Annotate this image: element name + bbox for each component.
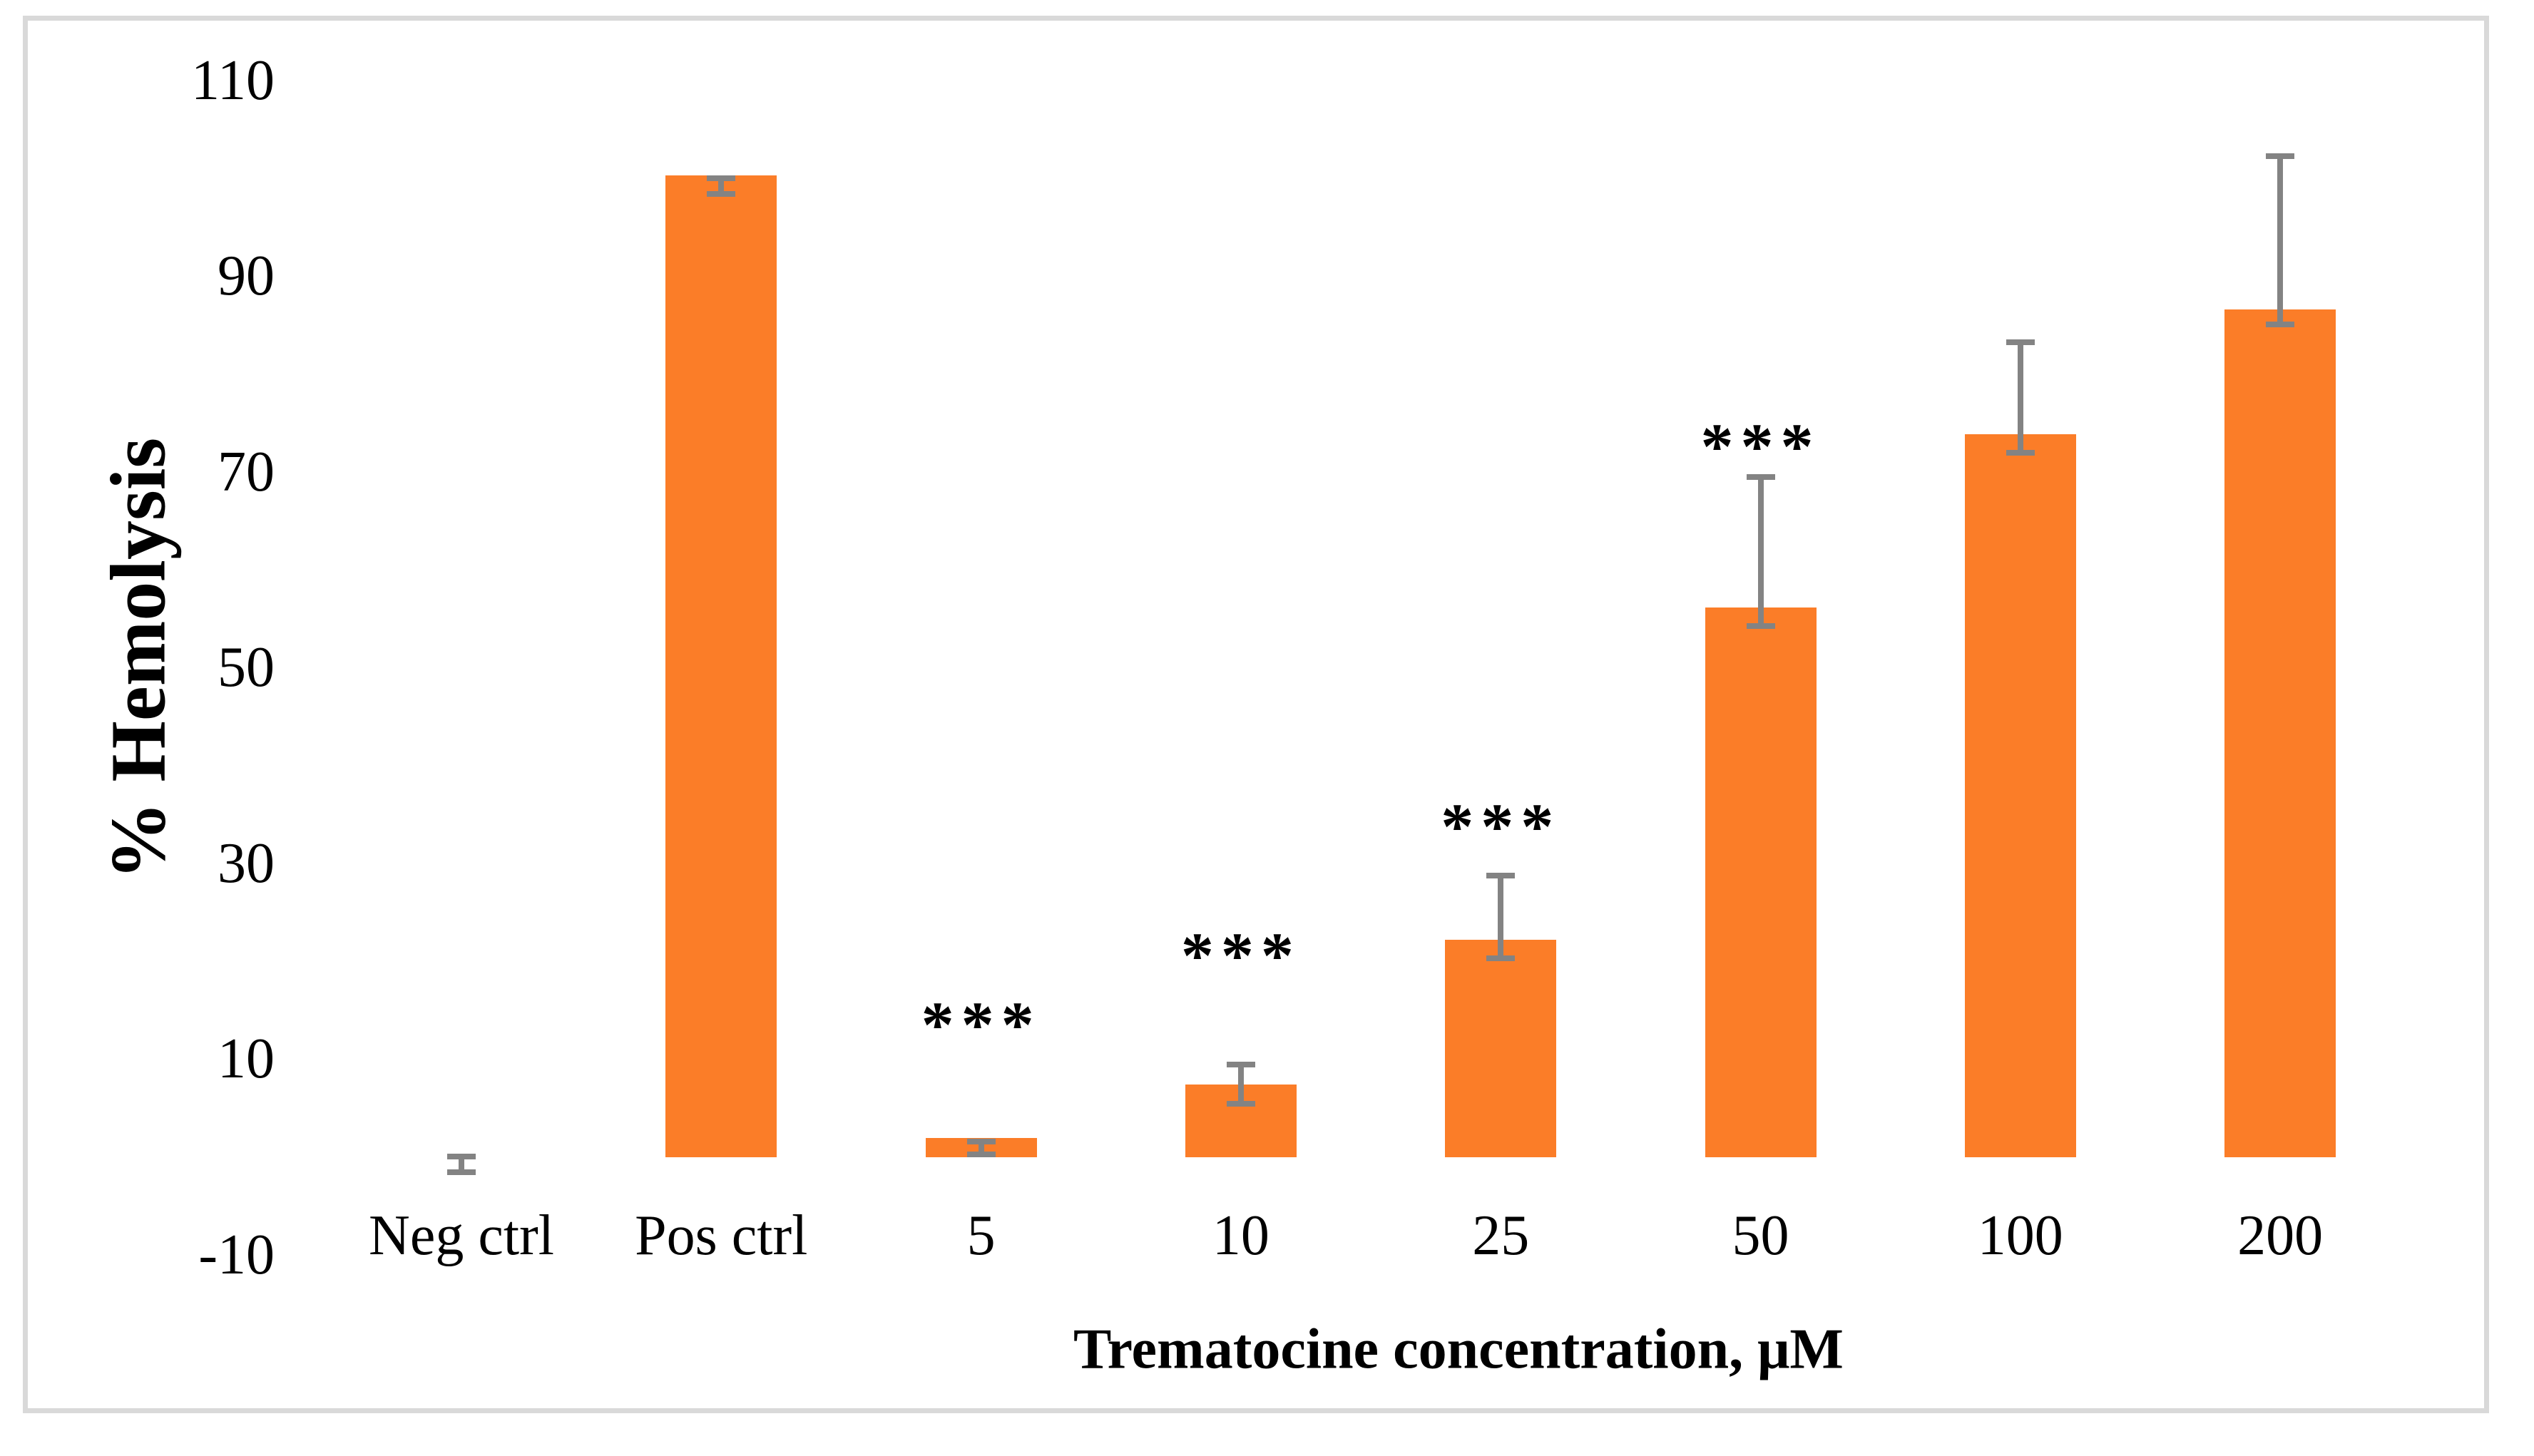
x-category-label: 25 bbox=[1472, 1204, 1530, 1267]
x-category-label: 200 bbox=[2237, 1204, 2324, 1267]
x-category-label: 100 bbox=[1977, 1204, 2063, 1267]
error-bar-line bbox=[978, 1142, 984, 1154]
x-category-label: 5 bbox=[966, 1204, 996, 1267]
y-tick-label: 50 bbox=[218, 636, 275, 699]
error-bar-line bbox=[459, 1156, 464, 1172]
error-bar-line bbox=[1498, 875, 1504, 959]
error-bar-line bbox=[2017, 342, 2023, 453]
bar bbox=[665, 175, 777, 1157]
error-bar-line bbox=[1237, 1064, 1244, 1104]
x-category-label: Pos ctrl bbox=[635, 1204, 808, 1267]
error-bar-bottom-cap bbox=[447, 1169, 476, 1175]
error-bar-bottom-cap bbox=[966, 1151, 996, 1157]
y-tick-label: 10 bbox=[218, 1027, 275, 1091]
error-bar-bottom-cap bbox=[1486, 955, 1516, 962]
error-bar-top-cap bbox=[1226, 1061, 1255, 1067]
y-tick-label: 30 bbox=[218, 831, 275, 895]
error-bar-bottom-cap bbox=[1226, 1100, 1255, 1107]
bar bbox=[2224, 309, 2336, 1157]
error-bar-bottom-cap bbox=[707, 191, 736, 198]
error-bar-top-cap bbox=[2006, 339, 2035, 345]
significance-stars: *** bbox=[1180, 919, 1301, 992]
bar bbox=[1445, 940, 1557, 1157]
chart-border-frame bbox=[23, 16, 2489, 1413]
y-tick-label: 110 bbox=[190, 48, 275, 112]
error-bar-top-cap bbox=[966, 1139, 996, 1145]
x-category-label: 10 bbox=[1212, 1204, 1269, 1267]
error-bar-top-cap bbox=[1746, 474, 1775, 481]
y-tick-label: 90 bbox=[218, 245, 275, 308]
error-bar-top-cap bbox=[447, 1153, 476, 1159]
error-bar-top-cap bbox=[707, 175, 736, 182]
y-tick-label: 70 bbox=[218, 440, 275, 503]
error-bar-bottom-cap bbox=[2006, 449, 2035, 456]
error-bar-top-cap bbox=[1486, 872, 1516, 878]
error-bar-line bbox=[1757, 477, 1764, 626]
significance-stars: *** bbox=[921, 988, 1041, 1061]
error-bar-top-cap bbox=[2266, 153, 2295, 159]
bar bbox=[1964, 434, 2076, 1157]
error-bar-line bbox=[2277, 155, 2284, 324]
y-tick-label: -10 bbox=[198, 1223, 275, 1286]
x-category-label: 50 bbox=[1732, 1204, 1789, 1267]
error-bar-bottom-cap bbox=[1746, 622, 1775, 629]
error-bar-bottom-cap bbox=[2266, 321, 2295, 327]
bar bbox=[1705, 607, 1817, 1157]
x-category-label: Neg ctrl bbox=[369, 1204, 554, 1267]
error-bar-line bbox=[718, 178, 725, 195]
significance-stars: *** bbox=[1441, 790, 1561, 863]
significance-stars: *** bbox=[1700, 410, 1821, 483]
x-axis-title: Trematocine concentration, μM bbox=[1073, 1318, 1844, 1381]
